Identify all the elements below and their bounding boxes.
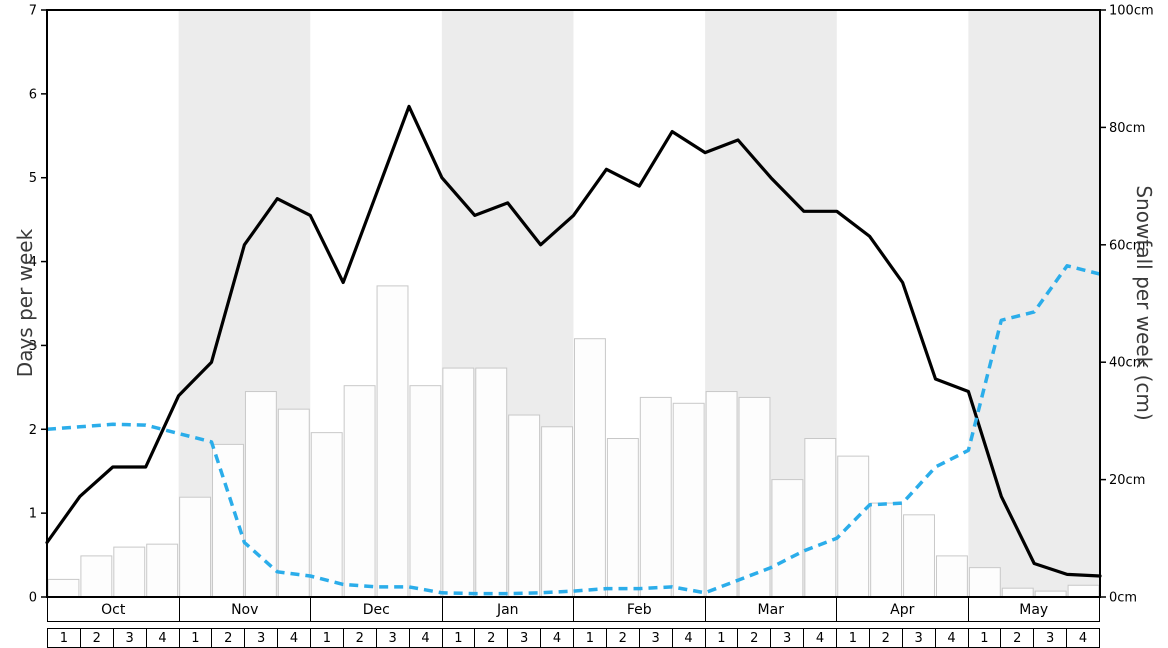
week-cell: 2 (79, 629, 113, 647)
week-cell: 1 (59, 630, 69, 646)
snowfall-bar (47, 578, 80, 598)
week-cell: 1 (573, 629, 606, 647)
week-cell: 4 (277, 629, 310, 647)
week-cell: 2 (1000, 629, 1033, 647)
right-tick-label: 80cm (1109, 121, 1145, 136)
snowfall-bar (212, 443, 244, 598)
snowfall-bar (343, 385, 376, 598)
snowfall-bar (277, 408, 310, 598)
right-tick-label: 0cm (1109, 591, 1137, 606)
month-cell-nov: Nov (178, 598, 311, 621)
right-tick-label: 20cm (1109, 473, 1145, 488)
right-tick-label: 40cm (1109, 356, 1145, 371)
week-cell: 1 (310, 629, 343, 647)
snowfall-bar (574, 338, 606, 598)
snowfall-bar (244, 391, 277, 598)
snowfall-bar (903, 514, 935, 598)
snowfall-bar (672, 402, 705, 598)
week-cell: 2 (474, 629, 507, 647)
left-tick-label: 5 (29, 171, 37, 186)
month-cell-mar: Mar (704, 598, 837, 621)
snowfall-bar (837, 455, 870, 598)
week-cell: 3 (375, 629, 409, 647)
snowfall-bar (738, 396, 771, 598)
left-tick-label: 2 (29, 423, 37, 438)
left-tick-label: 6 (29, 87, 37, 102)
snowfall-bar (179, 496, 212, 598)
week-cell: 4 (408, 629, 442, 647)
snowfall-bar (870, 502, 903, 598)
days-per-week-line (45, 104, 1102, 578)
week-cell: 3 (1033, 629, 1066, 647)
week-cell: 2 (737, 629, 770, 647)
left-tick-label: 4 (29, 255, 37, 270)
snowfall-bar (606, 438, 639, 598)
snowfall-bar (771, 479, 804, 598)
snowfall-bar (409, 385, 442, 598)
week-cell: 4 (671, 629, 705, 647)
week-cell: 3 (112, 629, 146, 647)
month-cell-feb: Feb (573, 598, 705, 621)
snowfall-bar (935, 555, 968, 598)
week-cell: 4 (803, 629, 836, 647)
week-cell: 1 (836, 629, 869, 647)
left-tick-label: 0 (29, 591, 37, 606)
dashed-indicator-line (46, 264, 1101, 596)
snowfall-bar (705, 391, 738, 598)
snowfall-bar (80, 555, 113, 598)
week-cell: 2 (211, 629, 244, 647)
right-tick-label: 100cm (1109, 4, 1154, 19)
month-cell-apr: Apr (836, 598, 968, 621)
month-axis-row: Oct Nov Dec Jan Feb Mar Apr May (47, 598, 1100, 622)
week-cell: 4 (145, 629, 179, 647)
week-cell: 1 (178, 629, 212, 647)
month-shading-band (968, 10, 1100, 597)
plot-frame (46, 9, 1101, 598)
snowfall-bar (1001, 587, 1034, 598)
snowfall-bar (146, 543, 179, 598)
week-cell: 4 (1066, 629, 1099, 647)
week-cell: 3 (507, 629, 540, 647)
snowfall-bar (442, 367, 475, 598)
plot-svg: 0 1 2 3 4 5 6 7 0cm 20cm 40cm 60cm 80cm 100cm (29, 4, 1154, 606)
snowfall-bar (508, 414, 541, 598)
week-cell: 3 (770, 629, 803, 647)
left-tick-label: 3 (29, 339, 37, 354)
week-cell: 3 (901, 629, 935, 647)
snowfall-bar (310, 432, 343, 598)
snowfall-bar (113, 546, 146, 598)
week-cell: 1 (441, 629, 475, 647)
snowfall-bar (639, 396, 672, 598)
snowfall-bar (1067, 584, 1100, 598)
left-tick-label: 1 (29, 507, 37, 522)
week-cell: 2 (605, 629, 639, 647)
left-tick-label: 7 (29, 4, 37, 19)
left-axis-title: Days per week (13, 228, 37, 378)
right-tick-label: 60cm (1109, 238, 1145, 253)
week-cell: 1 (967, 629, 1001, 647)
week-cell: 4 (934, 629, 968, 647)
week-cell: 2 (868, 629, 902, 647)
week-cell: 3 (244, 629, 277, 647)
month-cell-dec: Dec (310, 598, 442, 621)
snowfall-bar (376, 285, 409, 598)
week-cell: 1 (704, 629, 738, 647)
week-cell: 4 (540, 629, 573, 647)
month-cell-jan: Jan (441, 598, 574, 621)
month-cell-may: May (967, 598, 1100, 621)
right-axis-title: Snowfall per week (cm) (1132, 185, 1156, 421)
week-cell: 2 (342, 629, 376, 647)
snowfall-bar (804, 438, 837, 598)
snowfall-bar (475, 367, 508, 598)
snowfall-bar (541, 426, 573, 598)
month-cell-oct: Oct (101, 601, 126, 618)
snowfall-bar (968, 567, 1001, 598)
week-cell: 3 (638, 629, 672, 647)
